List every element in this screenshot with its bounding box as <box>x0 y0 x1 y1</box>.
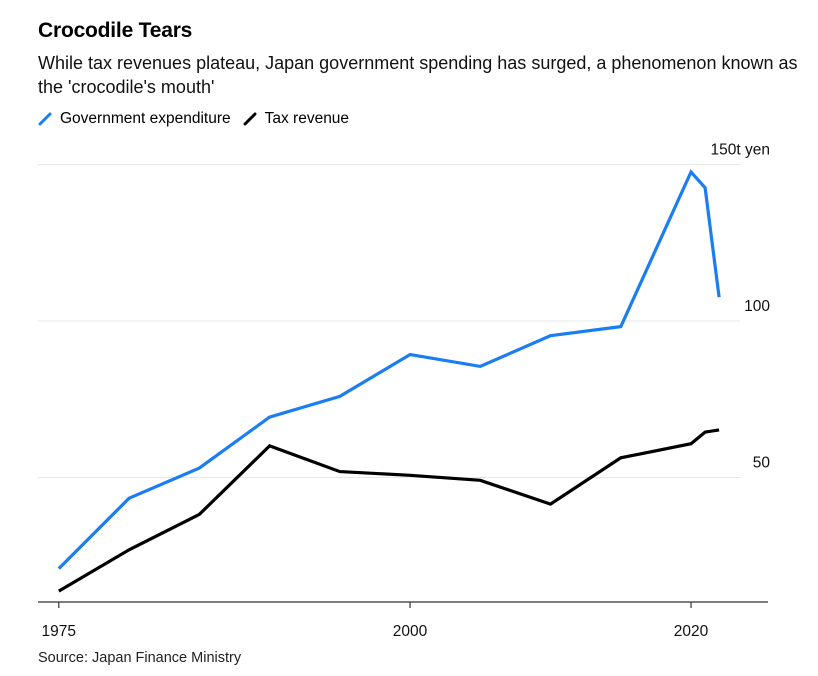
legend-item-government-expenditure: Government expenditure <box>38 110 231 128</box>
y-tick-label: 100 <box>744 298 770 315</box>
series-line-tax-revenue <box>57 428 720 593</box>
x-tick-label: 1975 <box>42 623 76 640</box>
legend-swatch-black-icon <box>243 112 257 126</box>
legend-item-tax-revenue: Tax revenue <box>243 110 349 128</box>
legend-swatch-blue-icon <box>38 112 52 126</box>
chart-title: Crocodile Tears <box>38 19 193 42</box>
series-line-government-expenditure <box>57 169 721 570</box>
source-note: Source: Japan Finance Ministry <box>38 650 242 666</box>
legend-label: Tax revenue <box>264 110 350 127</box>
chart-subtitle: While tax revenues plateau, Japan govern… <box>38 53 798 97</box>
legend-label: Government expenditure <box>60 110 231 127</box>
legend: Government expenditure Tax revenue <box>38 110 361 128</box>
y-tick-label: 50 <box>753 455 771 472</box>
y-tick-label: 150t yen <box>711 142 770 159</box>
x-tick-label: 2020 <box>674 623 709 640</box>
x-tick-label: 2000 <box>393 623 428 640</box>
